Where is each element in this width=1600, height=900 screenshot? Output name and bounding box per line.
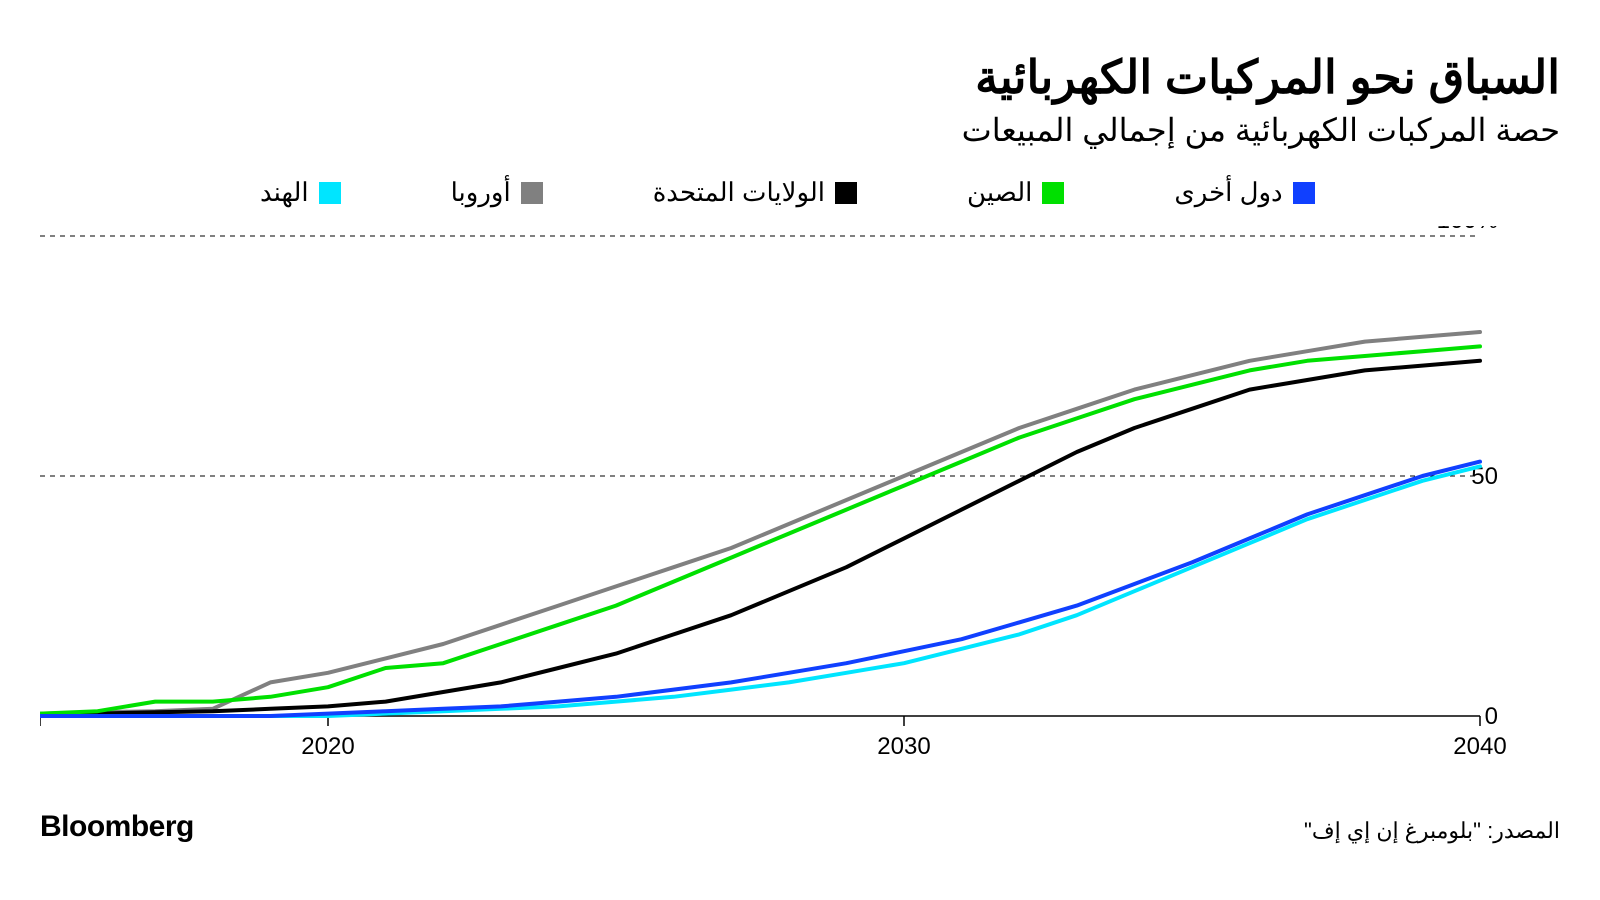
- x-axis-label: 2040: [1453, 733, 1506, 760]
- line-chart-svg: 050100%2015202020302040: [40, 226, 1560, 792]
- series-line: [40, 462, 1480, 716]
- series-line: [40, 332, 1480, 714]
- legend-label: دول أخرى: [1174, 177, 1282, 208]
- legend-label: الهند: [260, 177, 309, 208]
- x-axis-label: 2020: [301, 733, 354, 760]
- series-line: [40, 347, 1480, 714]
- chart-subtitle: حصة المركبات الكهربائية من إجمالي المبيع…: [40, 111, 1560, 149]
- legend-item: أوروبا: [451, 177, 543, 208]
- legend-swatch: [319, 182, 341, 204]
- chart-plot-area: 050100%2015202020302040: [40, 226, 1560, 792]
- legend-item: الولايات المتحدة: [653, 177, 857, 208]
- legend-swatch: [1042, 182, 1064, 204]
- x-axis-label: 2030: [877, 733, 930, 760]
- y-axis-label: 0: [1485, 703, 1498, 730]
- y-axis-label: 100%: [1437, 226, 1498, 234]
- chart-title: السباق نحو المركبات الكهربائية: [40, 50, 1560, 105]
- legend-item: الهند: [260, 177, 341, 208]
- legend-label: الولايات المتحدة: [653, 177, 825, 208]
- legend-label: الصين: [967, 177, 1032, 208]
- legend-label: أوروبا: [451, 177, 511, 208]
- brand-logo: Bloomberg: [40, 810, 194, 844]
- legend-swatch: [521, 182, 543, 204]
- legend-swatch: [835, 182, 857, 204]
- legend-swatch: [1293, 182, 1315, 204]
- legend-item: دول أخرى: [1174, 177, 1314, 208]
- chart-source: المصدر: "بلومبرغ إن إي إف": [1304, 818, 1560, 844]
- legend-item: الصين: [967, 177, 1064, 208]
- chart-legend: الهند أوروبا الولايات المتحدة الصين دول أخرى: [40, 177, 1560, 208]
